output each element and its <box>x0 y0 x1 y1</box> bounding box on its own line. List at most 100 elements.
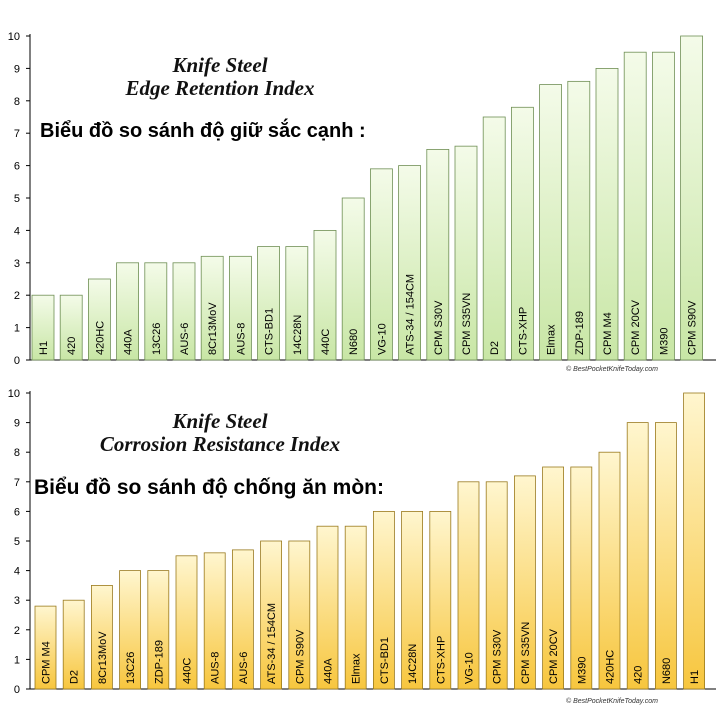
edge-bar-label: 420HC <box>94 321 106 355</box>
corrosion-bar <box>626 422 649 690</box>
corrosion-bar <box>34 605 57 690</box>
edge-bar-label: D2 <box>489 341 501 355</box>
edge-bar-label: 13C26 <box>151 323 163 355</box>
edge-y-tick-label: 10 <box>8 31 20 43</box>
edge-bar-label: 440C <box>320 329 332 355</box>
edge-y-tick-label: 9 <box>14 63 20 75</box>
edge-bar-label: AUS-8 <box>235 323 247 355</box>
edge-bar-label: ZDP-189 <box>574 311 586 355</box>
corrosion-y-tick-label: 9 <box>14 418 20 430</box>
chart-2-credit: © BestPocketKnifeToday.com <box>566 698 658 705</box>
corrosion-y-tick-label: 2 <box>14 625 20 637</box>
edge-bar-label: AUS-6 <box>179 323 191 355</box>
edge-y-tick-label: 8 <box>14 96 20 108</box>
corrosion-bar <box>485 481 508 690</box>
edge-y-tick-label: 7 <box>14 128 20 140</box>
edge-bar <box>623 51 647 361</box>
corrosion-bar <box>683 392 705 690</box>
edge-bar <box>398 165 422 361</box>
corrosion-bar <box>231 549 254 690</box>
corrosion-bar-label: CPM S30V <box>492 629 504 684</box>
edge-bar <box>482 116 506 361</box>
chart-1-credit: © BestPocketKnifeToday.com <box>566 366 658 373</box>
corrosion-bar <box>542 466 564 690</box>
corrosion-bar-label: ATS-34 / 154CM <box>266 603 278 684</box>
corrosion-bar <box>570 466 593 690</box>
edge-bar <box>426 148 450 361</box>
edge-bar <box>341 197 365 361</box>
edge-bar-label: CPM M4 <box>602 312 614 355</box>
edge-y-tick-label: 5 <box>14 193 20 205</box>
corrosion-y-tick-label: 6 <box>14 506 20 518</box>
edge-bar <box>88 278 111 361</box>
edge-bar-label: CPM 20CV <box>630 299 642 355</box>
corrosion-bar <box>288 540 311 690</box>
corrosion-bar <box>457 481 480 690</box>
corrosion-bar-label: CPM 20CV <box>548 628 560 684</box>
corrosion-bar-label: CTS-BD1 <box>379 637 391 684</box>
edge-bar-label: ATS-34 / 154CM <box>405 274 417 355</box>
edge-retention-chart: 0 1 2 3 4 5 6 7 8 9 10 H1 420 420HC 440A 13C26 AUS-6 8Cr1… <box>8 31 716 367</box>
corrosion-bar <box>401 510 424 690</box>
edge-bar <box>652 51 675 361</box>
corrosion-bar-label: 440A <box>323 658 335 684</box>
chart-2-title-line2: Corrosion Resistance Index <box>99 432 341 457</box>
edge-bar <box>454 145 478 361</box>
corrosion-bar <box>655 422 677 690</box>
corrosion-bar <box>372 510 395 690</box>
edge-y-tick-label: 1 <box>14 323 20 335</box>
edge-bar <box>510 106 534 361</box>
corrosion-bar-label: AUS-6 <box>238 652 250 684</box>
edge-bar-label: 14C28N <box>292 315 304 355</box>
edge-bar-label: 440A <box>123 329 135 355</box>
edge-bar <box>228 255 252 361</box>
corrosion-bar-label: CPM M4 <box>41 641 53 684</box>
corrosion-bar-label: H1 <box>689 670 701 684</box>
corrosion-bar <box>429 510 452 690</box>
corrosion-bar-label: CPM S35VN <box>520 622 532 684</box>
corrosion-bar <box>91 585 113 690</box>
edge-bar <box>680 35 703 361</box>
corrosion-bar-label: AUS-8 <box>210 652 222 684</box>
corrosion-y-tick-label: 0 <box>14 684 20 696</box>
corrosion-y-tick-label: 10 <box>8 388 20 400</box>
edge-y-tick-label: 4 <box>14 225 20 237</box>
edge-bar-label: CTS-BD1 <box>264 308 276 355</box>
corrosion-bar-label: 14C28N <box>407 644 419 684</box>
corrosion-bar-label: ZDP-189 <box>153 640 165 684</box>
edge-bar-label: Elmax <box>546 324 558 355</box>
corrosion-y-tick-label: 5 <box>14 536 20 548</box>
edge-bar-label: CPM S35VN <box>461 293 473 355</box>
corrosion-bar <box>514 475 536 690</box>
corrosion-bar <box>175 555 198 690</box>
edge-bar <box>285 246 309 361</box>
edge-bar <box>144 262 168 361</box>
corrosion-bar <box>203 552 226 690</box>
edge-bar-label: VG-10 <box>376 323 388 355</box>
corrosion-bar-label: 13C26 <box>125 652 137 684</box>
chart-2-caption: Biểu đồ so sánh độ chống ăn mòn: <box>34 476 384 499</box>
edge-bar-label: CTS-XHP <box>517 307 529 355</box>
corrosion-y-tick-label: 3 <box>14 595 20 607</box>
corrosion-bar <box>598 451 621 690</box>
edge-bar <box>539 84 562 361</box>
corrosion-bar <box>316 525 339 690</box>
corrosion-bar <box>62 599 85 690</box>
edge-bar <box>200 255 224 361</box>
edge-bar-label: H1 <box>38 341 50 355</box>
corrosion-bar-label: D2 <box>69 670 81 684</box>
chart-1-title: Knife Steel Edge Retention Index <box>60 53 380 101</box>
edge-bar <box>595 68 619 361</box>
edge-bar-label: CPM S30V <box>433 300 445 355</box>
corrosion-bar-label: Elmax <box>351 653 363 684</box>
corrosion-y-tick-label: 1 <box>14 654 20 666</box>
corrosion-bar-label: VG-10 <box>464 652 476 684</box>
corrosion-y-tick-label: 4 <box>14 566 20 578</box>
edge-y-tick-label: 3 <box>14 258 20 270</box>
edge-y-tick-label: 2 <box>14 290 20 302</box>
corrosion-y-tick-label: 8 <box>14 447 20 459</box>
corrosion-bar <box>147 570 170 690</box>
chart-1-title-line2: Edge Retention Index <box>125 76 315 101</box>
edge-bar-label: 8Cr13MoV <box>207 302 219 355</box>
